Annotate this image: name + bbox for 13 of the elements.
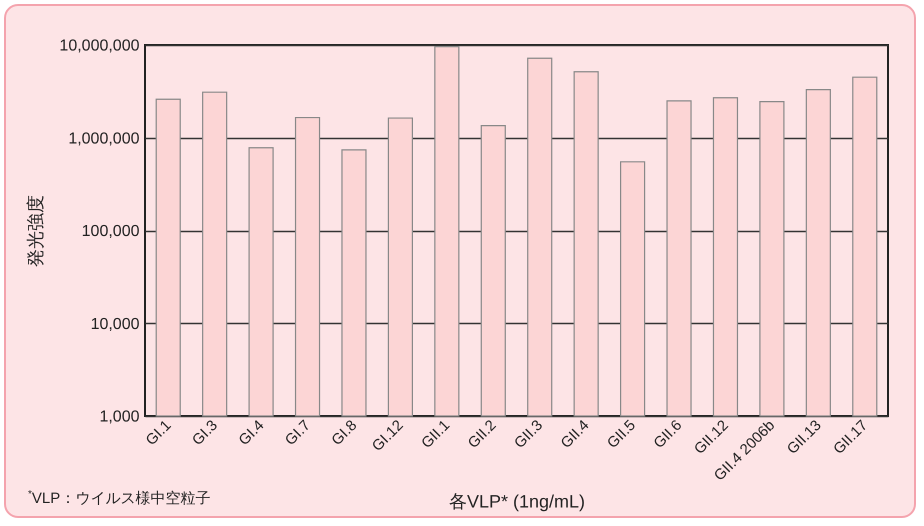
y-tick-label: 100,000 — [82, 223, 140, 240]
y-tick-label: 1,000,000 — [68, 130, 140, 148]
x-axis-title: 各VLP* (1ng/mL) — [448, 492, 586, 512]
x-tick-label: GI.3 — [188, 416, 222, 449]
y-tick-label: 1,000 — [99, 408, 140, 426]
y-tick-label: 10,000 — [90, 316, 140, 333]
x-tick-label: GI.8 — [328, 416, 360, 449]
y-axis-title: 発光強度 — [25, 195, 46, 267]
y-tick-label: 10,000,000 — [59, 38, 140, 54]
text: $^{*}$VLP：ウイルス様中空粒子 — [28, 489, 210, 508]
x-tick-label: GI.7 — [282, 416, 314, 449]
x-tick-label: GI.1 — [142, 416, 175, 449]
x-tick-label: GI.4 — [235, 416, 268, 449]
